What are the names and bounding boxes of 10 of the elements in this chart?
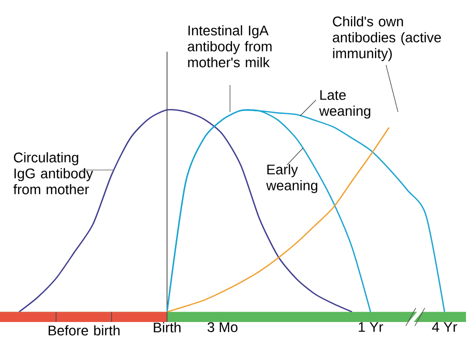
x-tick-label: Birth	[154, 322, 180, 332]
annotation: Early weaning	[266, 164, 318, 194]
text: Child's own antibodies (active immunity)	[332, 16, 441, 62]
text: Before birth	[48, 325, 120, 336]
text: Intestinal IgA antibody from mother's milk	[188, 25, 272, 68]
x-tick-label: 3 Mo	[208, 322, 238, 332]
annotation: Late weaning	[319, 90, 370, 119]
x-tick-label: 4 Yr	[432, 322, 458, 332]
x-tick-label: 1 Yr	[358, 322, 384, 332]
annotation: Circulating IgG antibody from mother	[13, 152, 94, 194]
